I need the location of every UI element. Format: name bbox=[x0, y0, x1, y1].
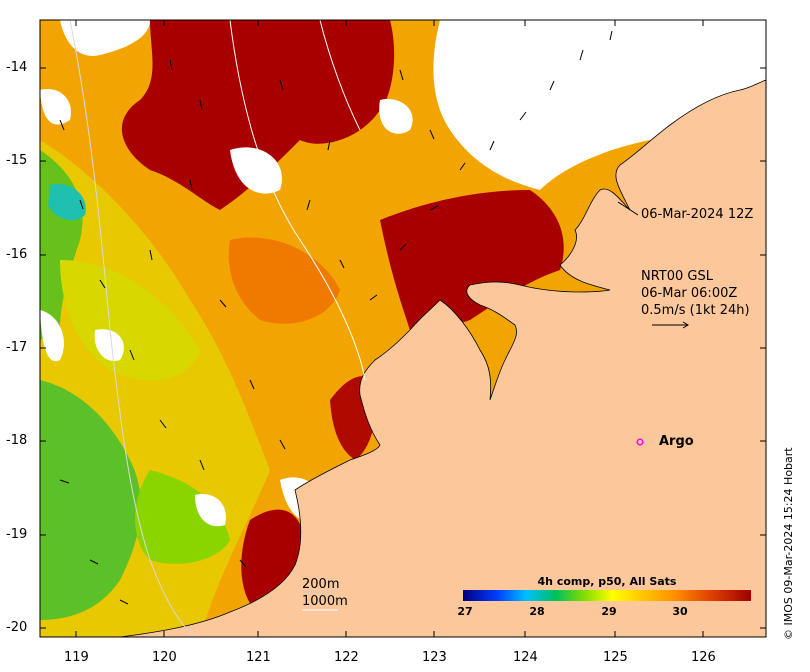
x-tick-label: 124 bbox=[513, 650, 538, 665]
cloud-gap bbox=[195, 494, 226, 527]
x-axis-ticks bbox=[75, 20, 704, 637]
y-tick-label: -15 bbox=[6, 153, 28, 168]
cloud-gap bbox=[433, 20, 766, 190]
x-tick-label: 119 bbox=[64, 650, 89, 665]
colorbar-tick: 30 bbox=[672, 605, 688, 618]
cloud-gap bbox=[94, 329, 124, 361]
current-time-label: 06-Mar 06:00Z bbox=[641, 286, 738, 301]
y-axis-ticks bbox=[40, 67, 766, 629]
isobath-200m-label: 200m bbox=[302, 577, 340, 592]
argo-marker[interactable] bbox=[636, 438, 644, 446]
current-product-label: NRT00 GSL bbox=[641, 269, 713, 284]
y-tick-label: -19 bbox=[6, 527, 28, 542]
current-vectors bbox=[59, 30, 613, 605]
isobath-1000m bbox=[319, 20, 361, 131]
cloud-gap bbox=[60, 20, 150, 56]
x-tick-label: 123 bbox=[422, 650, 447, 665]
colorbar-title: 4h comp, p50, All Sats bbox=[537, 575, 677, 588]
credit-text: © IMOS 09-Mar-2024 15:24 Hobart bbox=[782, 447, 795, 640]
x-tick-label: 125 bbox=[603, 650, 628, 665]
time-label: 06-Mar-2024 12Z bbox=[641, 207, 754, 222]
argo-label: Argo bbox=[659, 434, 694, 449]
sst-green-patch-mid bbox=[135, 470, 230, 564]
x-tick-label: 120 bbox=[152, 650, 177, 665]
colorbar-tick: 27 bbox=[457, 605, 473, 618]
cloud-gap bbox=[230, 147, 282, 194]
y-tick-label: -16 bbox=[6, 247, 28, 262]
sst-hot-south-coast bbox=[241, 509, 305, 615]
current-scale-label: 0.5m/s (1kt 24h) bbox=[641, 303, 750, 318]
y-tick-label: -14 bbox=[6, 60, 28, 75]
y-tick-label: -20 bbox=[6, 620, 28, 635]
cloud-gap bbox=[40, 89, 71, 125]
colorbar-tick: 28 bbox=[529, 605, 545, 618]
colorbar bbox=[463, 590, 751, 601]
sst-green-region-south bbox=[40, 380, 141, 620]
sst-cyan-patch bbox=[48, 184, 86, 221]
colorbar-tick: 29 bbox=[601, 605, 617, 618]
cloud-gap bbox=[379, 99, 413, 134]
isobath-1000m bbox=[229, 20, 366, 381]
sst-yellow-band bbox=[60, 260, 200, 381]
x-tick-label: 126 bbox=[691, 650, 716, 665]
isobath-1000m-label: 1000m bbox=[302, 594, 348, 609]
x-tick-label: 122 bbox=[334, 650, 359, 665]
sst-hot-north bbox=[121, 20, 395, 210]
land-australia bbox=[119, 79, 766, 637]
y-tick-label: -17 bbox=[6, 340, 28, 355]
isobath-200m bbox=[69, 20, 196, 637]
time-leader-line bbox=[617, 201, 639, 216]
y-tick-label: -18 bbox=[6, 433, 28, 448]
x-tick-label: 121 bbox=[246, 650, 271, 665]
sst-hot-kimberley-coast bbox=[380, 190, 564, 335]
scale-arrow bbox=[652, 321, 689, 329]
plot-frame bbox=[39, 19, 767, 638]
